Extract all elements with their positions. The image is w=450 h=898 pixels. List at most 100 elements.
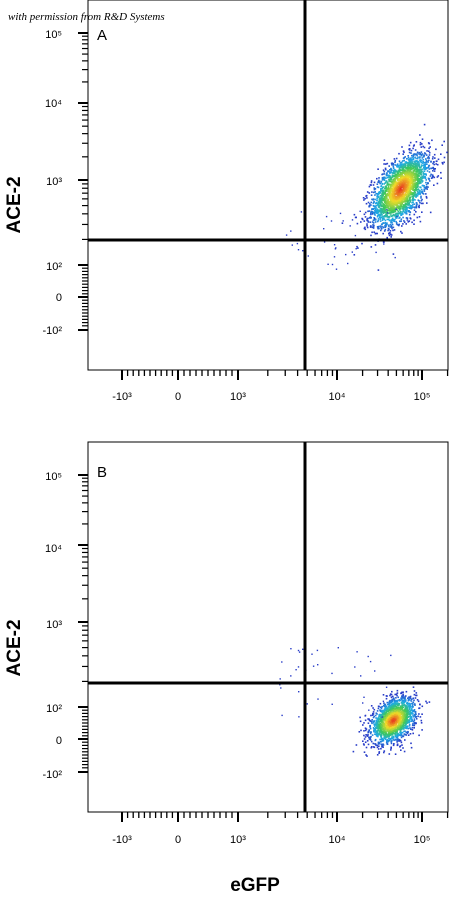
event-dot <box>411 154 413 157</box>
event-dot <box>383 751 385 754</box>
event-dot <box>419 134 421 136</box>
event-dot <box>416 176 418 178</box>
event-dot <box>399 202 402 204</box>
event-dot <box>393 737 395 739</box>
event-dot <box>381 746 383 748</box>
event-dot <box>393 716 396 718</box>
event-dot <box>398 169 401 172</box>
event-dot <box>428 142 431 145</box>
event-dot <box>388 715 390 718</box>
event-dot <box>385 225 387 227</box>
event-dot <box>393 702 396 704</box>
event-dot <box>398 718 401 720</box>
event-dot <box>414 161 416 163</box>
event-dot <box>366 191 369 193</box>
event-dot <box>391 734 394 736</box>
event-dot <box>398 160 401 162</box>
event-dot <box>399 729 402 732</box>
event-dot <box>362 702 364 704</box>
event-dot <box>325 215 328 218</box>
event-dot <box>440 153 442 155</box>
event-dot <box>390 742 393 745</box>
event-dot <box>361 217 363 220</box>
event-dot <box>395 170 398 173</box>
event-dot <box>370 720 373 723</box>
event-dot <box>409 184 411 187</box>
event-dot <box>380 197 382 200</box>
event-dot <box>414 722 416 725</box>
event-dot <box>396 183 398 185</box>
event-dot <box>386 726 388 728</box>
event-dot <box>409 141 412 144</box>
event-dot <box>371 719 373 721</box>
event-dot <box>378 751 381 753</box>
event-dot <box>412 714 414 717</box>
event-dot <box>392 721 394 724</box>
event-dot <box>368 738 371 740</box>
event-dot <box>382 191 384 194</box>
event-dot <box>323 241 326 243</box>
event-dot <box>399 721 402 724</box>
event-dot <box>405 710 408 712</box>
event-dot <box>389 727 392 729</box>
event-dot <box>389 200 392 202</box>
event-dot <box>389 195 391 197</box>
event-dot <box>395 197 397 199</box>
event-dot <box>411 729 414 731</box>
event-dot <box>414 175 416 178</box>
event-dot <box>405 181 408 184</box>
event-dot <box>407 716 410 718</box>
event-dot <box>385 177 387 179</box>
event-dot <box>404 730 406 732</box>
event-dot <box>384 197 386 200</box>
event-dot <box>400 179 402 181</box>
event-dot <box>418 181 421 184</box>
event-dot <box>401 185 404 188</box>
event-dot <box>388 732 390 734</box>
event-dot <box>411 221 413 224</box>
event-dot <box>399 200 402 202</box>
event-dot <box>379 719 381 721</box>
event-dot <box>379 225 382 227</box>
event-dot <box>411 708 413 710</box>
event-dot <box>400 736 403 739</box>
event-dot <box>419 716 422 718</box>
event-dot <box>405 706 407 709</box>
event-dot <box>391 705 393 708</box>
event-dot <box>382 710 384 712</box>
event-dot <box>377 226 379 229</box>
event-dot <box>382 173 384 175</box>
event-dot <box>405 210 408 213</box>
event-dot <box>380 738 383 741</box>
event-dot <box>367 730 370 733</box>
event-dot <box>354 666 356 668</box>
event-dot <box>298 651 301 653</box>
event-dot <box>396 212 399 215</box>
event-dot <box>390 203 393 206</box>
event-dot <box>416 167 418 170</box>
event-dot <box>385 712 387 715</box>
event-dot <box>436 163 439 166</box>
event-dot <box>418 182 421 185</box>
event-dot <box>381 214 383 216</box>
event-dot <box>393 189 395 192</box>
event-dot <box>391 219 393 221</box>
event-dot <box>406 194 408 196</box>
event-dot <box>394 182 396 184</box>
event-dot <box>415 205 418 208</box>
event-dot <box>399 194 401 197</box>
event-dot <box>391 174 394 177</box>
event-dot <box>386 212 389 214</box>
event-dot <box>374 738 377 741</box>
event-dot <box>392 183 394 185</box>
event-dot <box>394 175 397 177</box>
event-dot <box>409 727 411 729</box>
event-dot <box>388 178 391 181</box>
event-dot <box>380 207 383 210</box>
event-dot <box>393 205 395 208</box>
event-dot <box>376 754 379 756</box>
event-dot <box>392 180 395 182</box>
event-dot <box>392 723 394 726</box>
event-dot <box>382 209 384 211</box>
event-dot <box>390 168 393 171</box>
